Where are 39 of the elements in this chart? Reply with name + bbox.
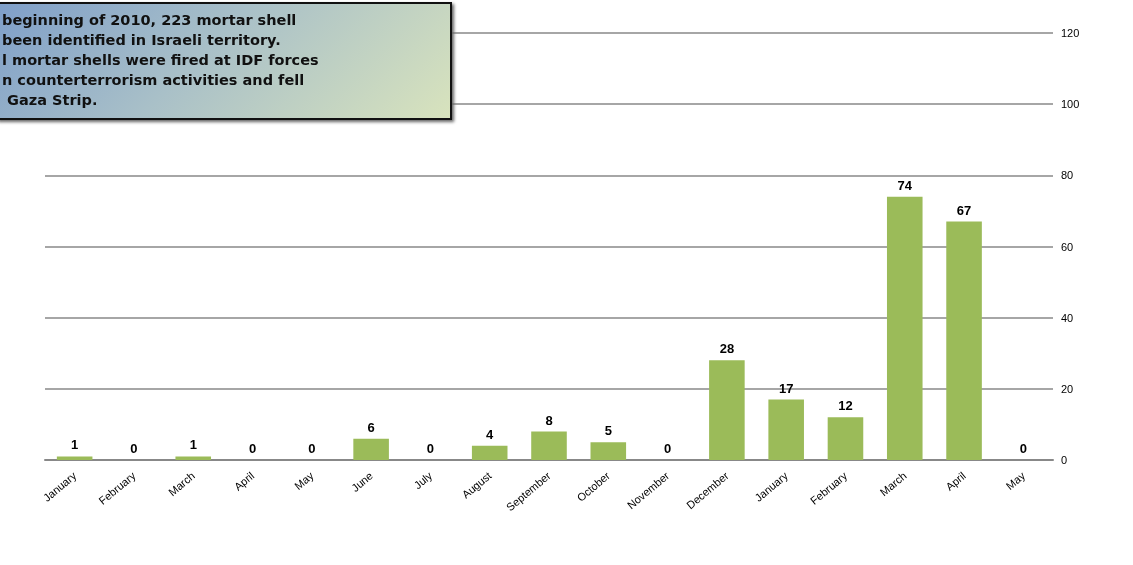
x-tick-label: May [1003,469,1028,492]
x-tick-label: July [411,469,435,492]
y-tick-label: 40 [1061,311,1074,324]
data-label: 0 [130,441,138,456]
y-tick-label: 0 [1061,454,1068,466]
bar [827,417,864,460]
bar [531,431,567,460]
bar [768,399,804,460]
y-tick-label: 20 [1061,382,1074,395]
y-tick-label: 60 [1061,240,1074,253]
data-label: 8 [545,412,553,428]
bar [886,196,923,460]
bar [946,221,982,460]
bar [709,360,745,460]
data-label: 1 [71,437,79,453]
data-label: 5 [604,423,612,439]
text-box: beginning of 2010, 223 mortar shell been identified in Israeli territory. l mortar shells were fired at IDF forces n counterterrorism activities and fell Gaza Strip. [0,2,452,120]
data-label: 6 [367,419,375,435]
bar [353,438,389,460]
data-label: 74 [897,177,913,193]
bar [56,456,93,460]
data-label: 0 [248,441,257,456]
data-label: 1 [189,437,197,453]
data-label: 28 [719,341,735,357]
data-label: 12 [838,398,853,414]
data-label: 0 [426,441,435,456]
data-label: 17 [778,380,794,396]
x-tick-label: May [292,469,317,492]
data-label: 0 [663,441,672,456]
data-label: 0 [1019,441,1027,456]
data-label: 4 [486,426,495,442]
bar [175,456,212,460]
y-tick-label: 120 [1061,27,1080,39]
bar [471,445,508,460]
bar [590,442,627,460]
y-tick-label: 100 [1061,98,1080,111]
data-label: 0 [308,441,316,456]
y-tick-label: 80 [1061,169,1074,182]
data-label: 67 [956,202,972,218]
